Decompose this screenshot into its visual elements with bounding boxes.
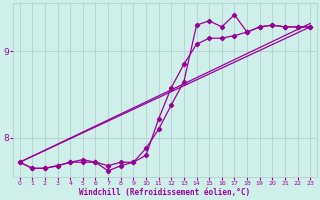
X-axis label: Windchill (Refroidissement éolien,°C): Windchill (Refroidissement éolien,°C) (79, 188, 251, 197)
